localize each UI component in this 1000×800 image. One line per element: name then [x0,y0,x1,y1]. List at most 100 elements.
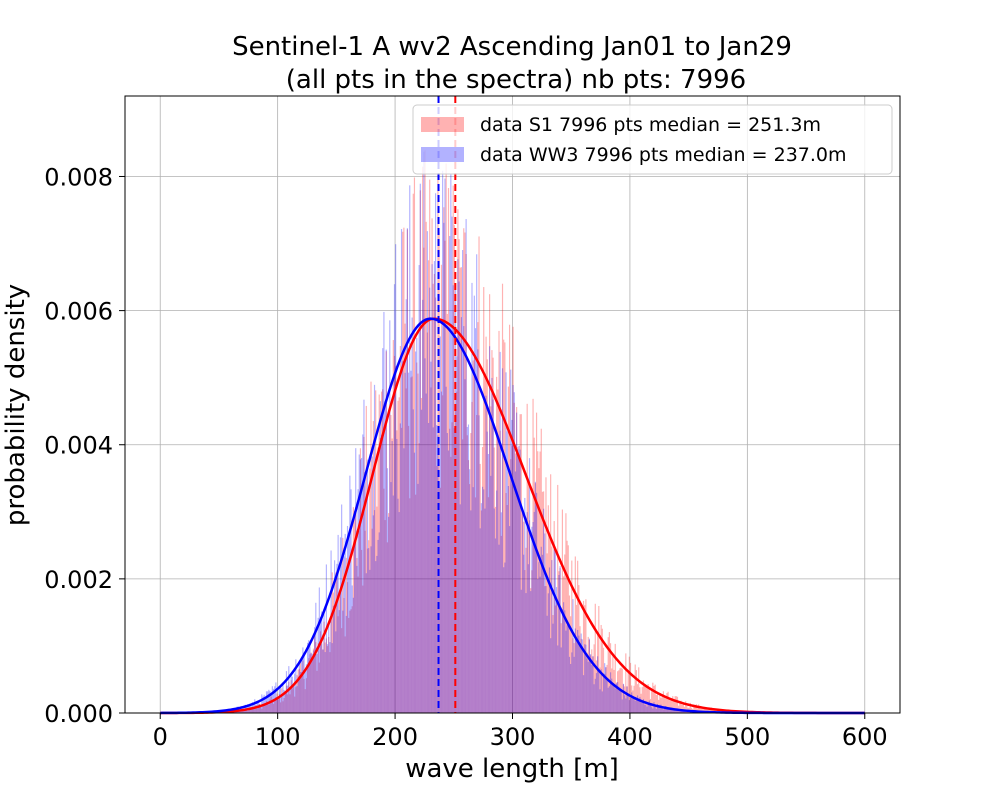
histogram-bar [280,702,282,713]
histogram-bar [359,448,362,713]
histogram-bar [391,438,393,713]
histogram-bar [348,534,350,713]
histogram-bar [513,392,515,713]
histogram-bar [425,221,427,713]
histogram-bar [258,703,261,713]
histogram-bar [433,261,435,713]
histogram-bar [308,640,310,713]
y-tick-label: 0.006 [44,298,113,326]
histogram-bar [303,652,305,713]
histogram-bar [328,621,330,713]
histogram-bar [606,679,608,713]
histogram-bar [442,170,444,714]
histogram-bar [666,707,668,713]
histogram-bar [481,486,484,713]
histogram-bar [407,372,410,713]
histogram-bar [460,267,463,713]
histogram-bar [500,512,502,713]
histogram-bar [520,589,522,713]
histogram-bar [570,616,572,713]
histogram-bar [356,557,358,713]
x-tick-label: 200 [372,723,418,751]
histogram-bar [393,355,396,713]
histogram-bar [400,229,403,713]
histogram-bar [607,687,609,713]
histogram-bar [310,653,312,713]
histogram-bar [464,379,466,713]
histogram-bar [659,704,661,713]
histogram-bar [315,602,317,713]
histogram-bar [661,707,663,713]
histogram-bar [573,656,575,713]
histogram-bar [653,702,655,713]
histogram-bar [453,225,455,713]
histogram-bar [238,711,241,713]
histogram-bar [505,372,507,713]
histogram-bar [604,674,606,713]
histogram-bar [618,686,620,713]
histogram-bar [594,678,596,713]
histogram-bar [545,586,547,713]
histogram-bar [514,453,517,713]
histogram-bar [519,414,521,713]
histogram-bar [310,652,312,713]
histogram-bar [624,686,626,713]
histogram-bar [669,709,672,713]
histogram-bar [489,346,491,713]
histogram-bar [301,658,303,713]
histogram-bar [525,547,527,713]
histogram-bar [389,320,391,713]
histogram-bar [587,661,589,713]
histogram-bar [412,193,414,714]
histogram-bar [467,424,470,713]
histogram-bar [478,415,480,713]
histogram-bar [419,190,421,713]
histogram-bar [609,643,612,713]
histogram-bar [674,696,676,713]
histogram-bar [645,687,647,713]
histogram-bar [662,709,664,713]
histogram-bar [299,672,302,713]
histogram-bar [429,179,431,714]
histogram-bar [479,528,481,713]
histogram-bar [278,694,280,713]
y-tick-label: 0.000 [44,700,113,728]
histogram-bar [363,436,365,713]
histogram-bar [431,218,433,714]
histogram-bar [319,631,322,713]
histogram-bar [366,548,369,713]
histogram-bar [561,609,563,713]
histogram-bar [593,684,595,713]
histogram-bar [582,675,585,713]
histogram-bar [435,297,437,713]
histogram-bar [298,668,300,713]
histogram-bar [429,287,431,713]
histogram-bar [305,664,308,713]
histogram-bar [532,398,534,713]
histogram-bar [622,683,625,713]
histogram-bar [321,611,323,713]
histogram-bar [315,642,317,713]
histogram-bar [355,507,357,713]
histogram-bar [570,663,572,713]
histogram-bar [614,688,616,713]
histogram-bar [325,564,327,713]
histogram-bar [505,493,507,713]
histogram-bar [662,691,664,713]
histogram-bar [309,654,311,713]
histogram-bar [524,570,526,713]
histogram-bar [494,506,497,713]
histogram-bar [649,699,652,713]
histogram-bar [302,647,304,713]
histogram-bar [543,508,545,713]
histogram-bar [351,606,353,713]
histogram-bar [332,592,335,713]
histogram-bar [460,317,463,713]
histogram-bar [388,513,390,713]
histogram-bar [523,554,525,713]
histogram-bar [353,511,356,713]
histogram-bar [701,707,703,713]
histogram-bar [294,696,296,713]
histogram-bar [278,687,280,713]
